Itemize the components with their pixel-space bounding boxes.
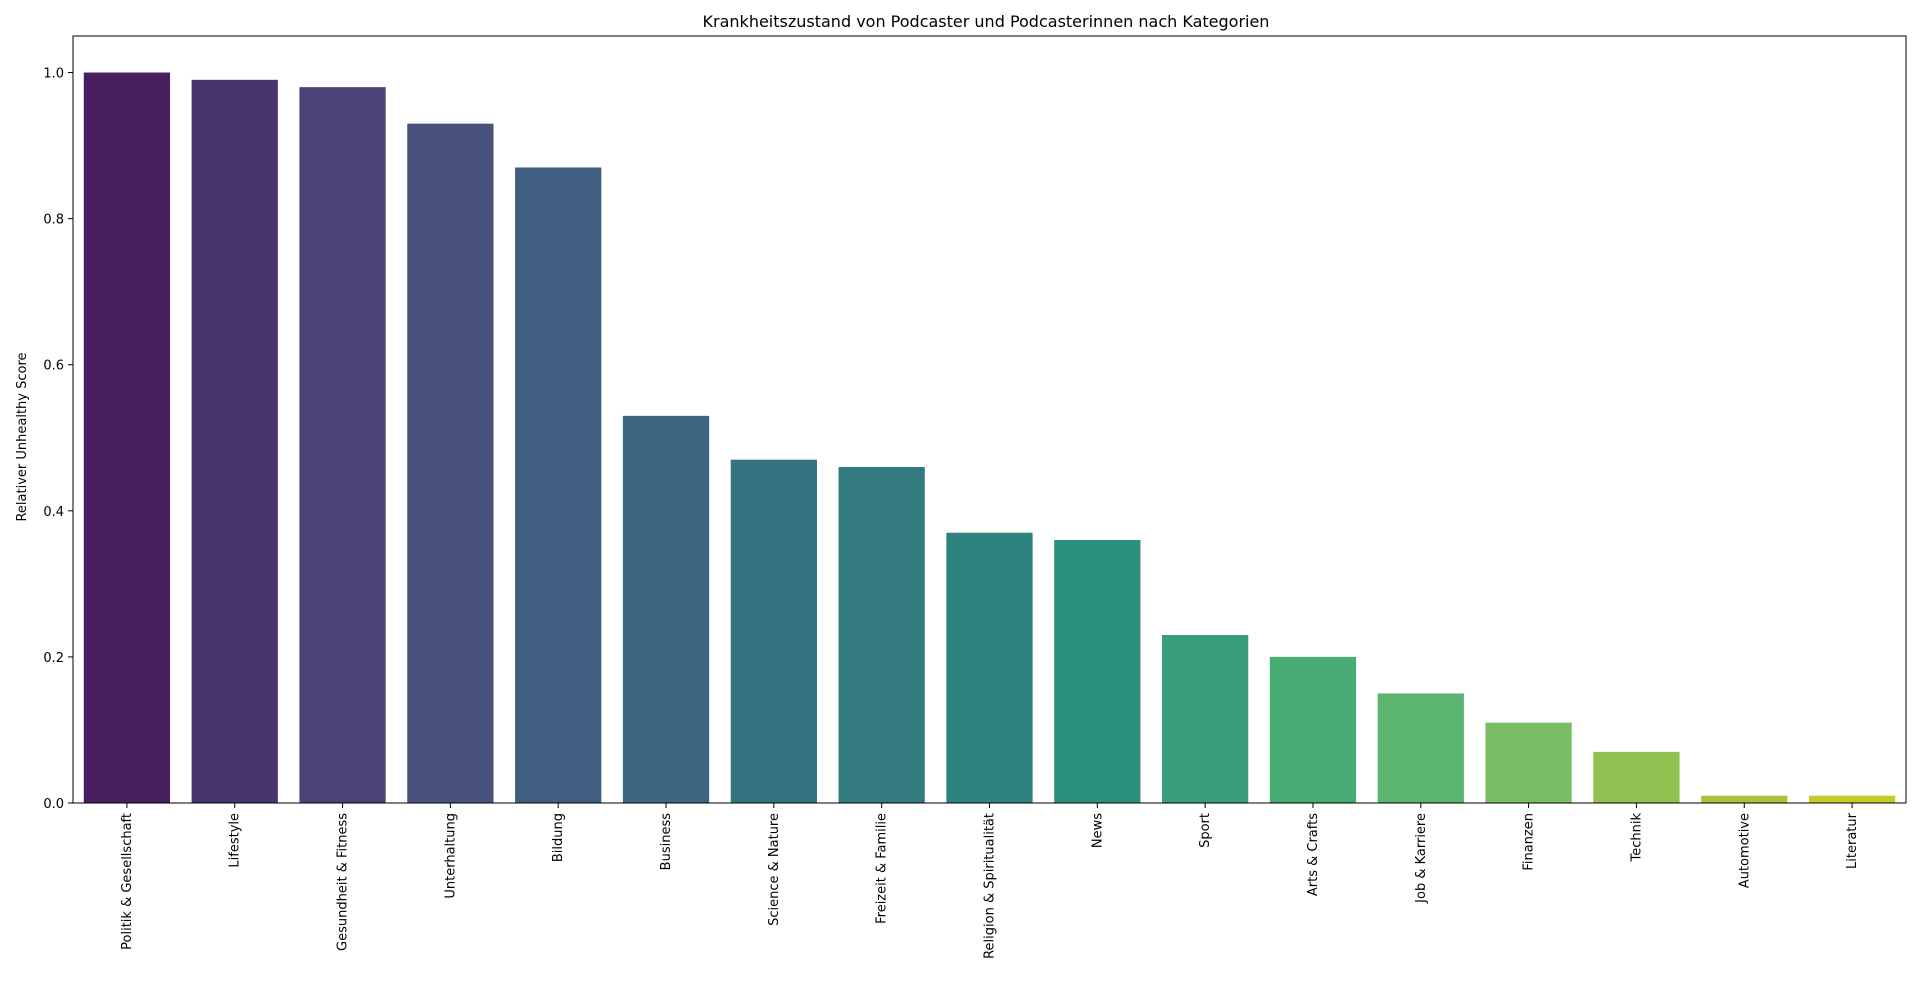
x-tick-label-1: Lifestyle [228, 813, 243, 868]
bar-16 [1808, 795, 1896, 803]
x-tick-label-9: News [1090, 813, 1105, 848]
bar-1 [191, 79, 278, 804]
x-tick-label-4: Bildung [551, 813, 566, 862]
bar-4 [515, 167, 602, 803]
x-tick-label-12: Job & Karriere [1414, 813, 1429, 904]
x-tick-label-3: Unterhaltung [443, 813, 458, 899]
bar-10 [1162, 634, 1249, 803]
y-tick-label-5: 1.0 [43, 67, 64, 82]
x-tick-label-0: Politik & Gesellschaft [120, 813, 135, 950]
bar-14 [1593, 751, 1680, 803]
x-tick-label-15: Automotive [1737, 813, 1752, 888]
plot-frame [72, 35, 1907, 804]
x-tick-label-10: Sport [1198, 813, 1213, 848]
bar-8 [946, 532, 1033, 803]
bar-0 [83, 72, 171, 804]
y-tick-label-3: 0.6 [43, 359, 64, 374]
x-tick-label-5: Business [659, 813, 674, 871]
bar-12 [1377, 693, 1464, 803]
bar-11 [1269, 656, 1357, 803]
bar-3 [407, 123, 494, 803]
x-ticks-group: Politik & Gesellschaft Lifestyle Gesundhei… [120, 803, 1860, 959]
x-tick-label-7: Freizeit & Familie [875, 813, 890, 924]
chart-title: Krankheitszustand von Podcaster und Podc… [703, 12, 1270, 31]
bars-group [83, 72, 1896, 804]
x-tick-label-14: Technik [1629, 813, 1644, 863]
x-tick-label-11: Arts & Crafts [1306, 813, 1321, 896]
y-tick-label-2: 0.4 [43, 505, 64, 520]
bar-5 [622, 415, 710, 803]
y-tick-label-4: 0.8 [43, 213, 64, 228]
bar-6 [730, 459, 817, 803]
bar-2 [299, 87, 386, 804]
bar-7 [838, 466, 925, 803]
x-tick-label-2: Gesundheit & Fitness [336, 813, 351, 951]
bar-13 [1485, 722, 1572, 803]
bar-15 [1701, 795, 1788, 803]
y-tick-label-0: 0.0 [43, 797, 64, 812]
bar-9 [1054, 540, 1141, 803]
x-tick-label-8: Religion & Spiritualität [983, 813, 998, 959]
x-tick-label-6: Science & Nature [767, 813, 782, 926]
y-axis-label: Relativer Unhealthy Score [15, 352, 30, 521]
x-tick-label-16: Literatur [1845, 812, 1860, 869]
y-tick-label-1: 0.2 [43, 651, 64, 666]
y-ticks-group: 0.0 0.2 0.4 0.6 0.8 1.0 [43, 67, 73, 812]
x-tick-label-13: Finanzen [1522, 813, 1537, 871]
